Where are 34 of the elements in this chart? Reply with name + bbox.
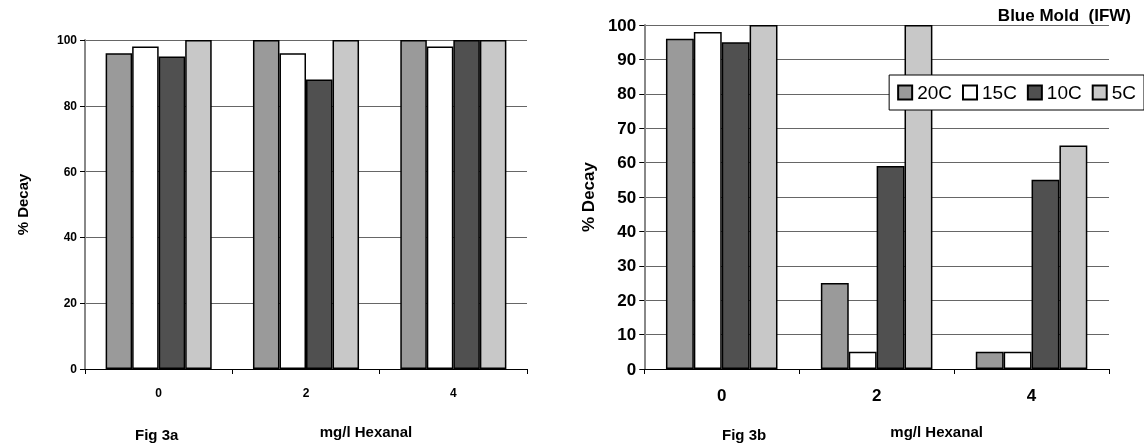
y-axis-title: % Decay [14, 173, 31, 236]
y-tick-label: 40 [617, 221, 637, 241]
y-tick-label: 40 [63, 230, 78, 245]
y-tick-label: 10 [617, 325, 637, 345]
y-axis-title: % Decay [579, 161, 598, 232]
y-tick-label: 30 [617, 256, 637, 276]
x-axis-title: mg/l Hexanal [890, 423, 983, 440]
x-tick-label: 0 [716, 386, 727, 405]
chart-title: Blue Mold (IFW) [997, 6, 1131, 25]
y-tick-label: 50 [617, 187, 637, 207]
y-tick-label: 60 [63, 164, 78, 179]
x-tick-label: 0 [155, 386, 163, 400]
x-tick-label: 4 [449, 386, 457, 400]
y-tick-label: 90 [617, 49, 637, 69]
caption: Fig 3b [722, 426, 767, 443]
y-tick-label: 80 [617, 84, 637, 104]
x-tick-label: 2 [871, 386, 882, 405]
legend-label: 15C [982, 82, 1017, 103]
y-tick-label: 60 [617, 153, 637, 173]
y-tick-label: 0 [70, 362, 78, 376]
y-tick-label: 70 [617, 118, 637, 138]
legend-label: 5C [1111, 82, 1137, 103]
legend-label: 20C [917, 82, 953, 103]
y-tick-label: 100 [607, 15, 637, 35]
caption: Fig 3a [135, 426, 179, 443]
x-tick-label: 2 [302, 386, 310, 400]
legend-label: 10C [1046, 82, 1082, 103]
y-tick-label: 0 [626, 359, 637, 379]
x-axis-title: mg/l Hexanal [319, 423, 413, 440]
y-tick-label: 20 [63, 296, 78, 311]
y-tick-label: 20 [617, 290, 637, 310]
x-tick-label: 4 [1026, 386, 1037, 405]
y-tick-label: 80 [63, 98, 78, 113]
y-tick-label: 100 [56, 33, 78, 47]
